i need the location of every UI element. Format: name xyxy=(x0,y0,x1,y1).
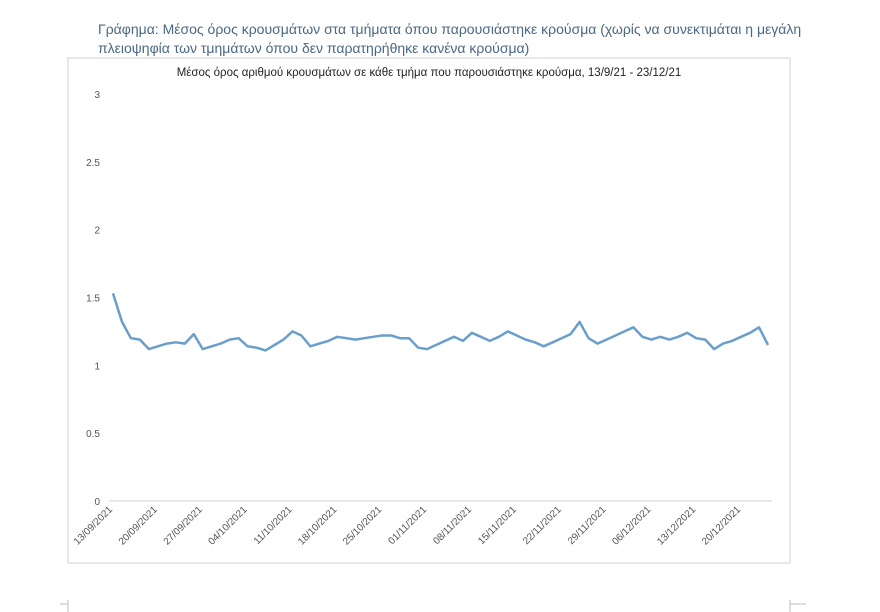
x-tick-label: 18/10/2021 xyxy=(296,504,339,547)
x-tick-label: 01/11/2021 xyxy=(387,504,430,547)
page-corner xyxy=(60,600,806,612)
y-tick-label: 1 xyxy=(94,361,100,372)
x-tick-label: 25/10/2021 xyxy=(341,504,384,547)
x-tick-label: 27/09/2021 xyxy=(162,504,205,547)
series-line xyxy=(111,293,770,352)
x-tick-label: 08/11/2021 xyxy=(431,504,474,547)
x-tick-label: 06/12/2021 xyxy=(610,504,653,547)
x-tick-label: 22/11/2021 xyxy=(521,504,564,547)
y-tick-label: 2 xyxy=(94,226,100,237)
y-tick-label: 1.5 xyxy=(86,294,100,305)
x-tick-label: 13/09/2021 xyxy=(72,504,115,547)
chart-title: Μέσος όρος αριθμού κρουσμάτων σε κάθε τμ… xyxy=(177,67,682,79)
y-tick-label: 0 xyxy=(94,497,100,508)
x-tick-label: 20/12/2021 xyxy=(700,504,743,547)
x-tick-label: 29/11/2021 xyxy=(566,504,609,547)
heading: Γράφημα: Μέσος όρος κρουσμάτων στα τμήμα… xyxy=(98,21,802,56)
y-tick-label: 2.5 xyxy=(86,158,100,169)
y-tick-label: 3 xyxy=(94,90,100,101)
x-tick-label: 15/11/2021 xyxy=(476,504,519,547)
x-tick-label: 04/10/2021 xyxy=(207,504,250,547)
x-tick-label: 20/09/2021 xyxy=(117,504,160,547)
x-tick-label: 13/12/2021 xyxy=(655,504,698,547)
chart-frame xyxy=(67,57,791,564)
x-tick-label: 11/10/2021 xyxy=(252,504,295,547)
y-tick-label: 0.5 xyxy=(86,429,100,440)
